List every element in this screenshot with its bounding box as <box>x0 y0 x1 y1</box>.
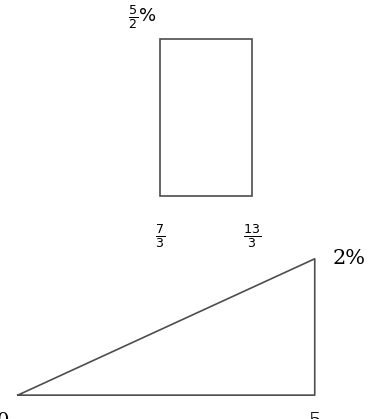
Text: $\frac{7}{3}$: $\frac{7}{3}$ <box>155 222 165 250</box>
Text: $\frac{13}{3}$: $\frac{13}{3}$ <box>243 222 261 250</box>
Text: 5: 5 <box>308 412 321 419</box>
Text: 2%: 2% <box>333 249 366 268</box>
Text: 0: 0 <box>0 412 9 419</box>
Text: $\frac{5}{2}\%$: $\frac{5}{2}\%$ <box>127 3 156 31</box>
